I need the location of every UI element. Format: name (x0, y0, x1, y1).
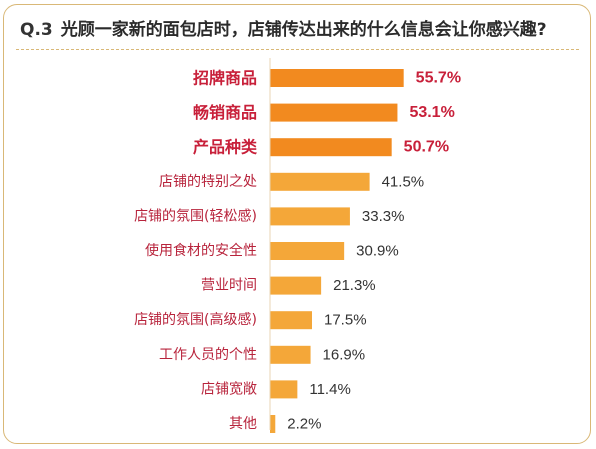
bar (270, 103, 398, 122)
chart-title: Q.3 光顾一家新的面包店时，店铺传达出来的什么信息会让你感兴趣? (20, 15, 547, 40)
category-label: 使用食材的安全性 (145, 242, 257, 259)
category-label: 营业时间 (201, 278, 257, 294)
value-label: 11.4% (309, 381, 350, 398)
category-label: 其他 (229, 416, 257, 432)
chart-frame (3, 4, 591, 444)
value-label: 53.1% (409, 104, 454, 121)
question-number: Q.3 (20, 20, 53, 40)
value-label: 16.9% (323, 346, 366, 363)
bar (270, 276, 322, 295)
bar (270, 69, 404, 87)
bar (270, 415, 276, 433)
category-label: 店铺的氛围(轻松感) (134, 207, 257, 224)
category-label: 工作人员的个性 (159, 347, 257, 363)
category-label: 畅销商品 (193, 103, 257, 122)
value-label: 55.7% (416, 70, 461, 87)
value-label: 33.3% (362, 208, 405, 225)
category-label: 店铺的氛围(高级感) (134, 311, 257, 328)
category-label: 产品种类 (193, 138, 258, 157)
bar (270, 172, 370, 191)
question-text: 光顾一家新的面包店时，店铺传达出来的什么信息会让你感兴趣? (60, 20, 547, 40)
value-label: 17.5% (324, 312, 367, 329)
category-label: 店铺的特别之处 (159, 174, 257, 190)
bar (270, 311, 312, 330)
bar (270, 380, 298, 399)
value-label: 21.3% (333, 277, 376, 294)
value-label: 50.7% (404, 139, 449, 156)
value-label: 2.2% (287, 416, 321, 433)
category-label: 店铺宽敞 (201, 380, 257, 397)
title-divider (16, 49, 579, 50)
bar (270, 345, 311, 364)
bar (270, 242, 345, 260)
value-label: 41.5% (382, 173, 425, 190)
bar (270, 207, 350, 226)
value-label: 30.9% (356, 243, 399, 260)
category-label: 招牌商品 (193, 69, 257, 88)
bar (270, 138, 392, 157)
